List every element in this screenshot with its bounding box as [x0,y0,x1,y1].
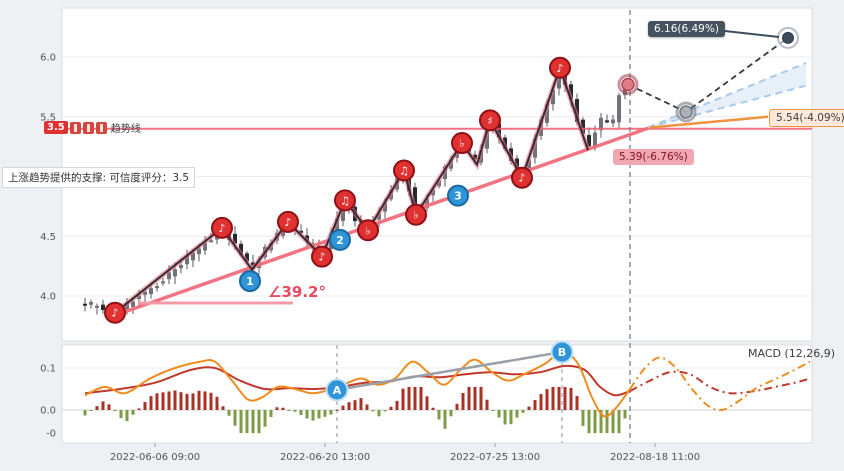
pivot-marker[interactable]: ♭ [405,203,427,226]
y-axis-tick: 4.5 [40,232,56,243]
svg-text:1: 1 [246,275,254,288]
pivot-marker[interactable]: ♫ [393,159,415,182]
macd-legend: MACD (12,26,9) [748,347,836,360]
pivot-marker[interactable]: ♪ [549,56,571,79]
y-axis-tick: 6.0 [40,53,56,64]
macd-y-tick: -0 [46,429,56,440]
svg-text:A: A [333,384,342,397]
mid-projection-line [649,115,769,129]
pivot-marker[interactable]: ♪ [211,216,233,239]
pivot-marker[interactable]: ♪ [104,301,126,324]
x-axis-label: 2022-06-20 13:00 [280,452,370,463]
projection-junction-point [675,101,697,123]
current-price-point [617,73,639,95]
pivot-marker[interactable]: ♯ [479,109,501,132]
wave-count-marker[interactable]: 3 [447,184,469,207]
y-axis-tick: 4.0 [40,292,56,303]
confidence-score-badge: 3.5 [44,121,68,134]
svg-text:2: 2 [336,234,344,247]
pivot-marker[interactable]: ♫ [334,189,356,212]
forecast-ray [647,84,807,129]
svg-text:♪: ♪ [284,216,291,229]
candle-pattern-icon [69,121,81,134]
svg-text:♫: ♫ [340,194,350,207]
macd-y-tick: 0.1 [40,364,56,375]
svg-text:♪: ♪ [518,172,525,185]
pivot-marker[interactable]: ♪ [277,210,299,233]
svg-text:♭: ♭ [365,224,370,237]
x-axis-label: 2022-07-25 13:00 [450,452,540,463]
uptrend-support-line [111,125,651,318]
macd-line-forecast [629,356,811,412]
wave-count-marker[interactable]: 2 [329,228,351,251]
forecast-ray [647,62,807,129]
macd-ab-marker[interactable]: A [325,378,349,402]
svg-text:♪: ♪ [218,222,225,235]
target-label-connector [715,29,780,38]
svg-text:♭: ♭ [413,209,418,222]
svg-text:♭: ♭ [459,137,464,150]
svg-text:3: 3 [454,190,462,203]
pivot-marker[interactable]: ♭ [357,219,379,242]
svg-text:B: B [558,346,566,359]
stop-price-label: 5.39(-6.76%) [613,149,694,165]
candle-pattern-icon [95,121,107,134]
trend-angle-label: ∠39.2° [268,283,326,301]
target-price-label: 6.16(6.49%) [648,21,725,37]
support-tooltip: 上涨趋势提供的支撑: 可信度评分：3.5 [2,167,196,188]
target-price-point [777,26,799,49]
support-line-label: 趋势线 [110,124,141,135]
candle-pattern-icon [82,121,94,134]
wave-count-marker[interactable]: 1 [239,270,261,293]
macd-y-tick: 0.0 [40,406,56,417]
svg-text:♯: ♯ [487,114,492,127]
pivot-marker[interactable]: ♪ [511,166,533,189]
x-axis-label: 2022-08-18 11:00 [610,452,700,463]
svg-text:♪: ♪ [556,62,563,75]
y-axis-tick: 5.5 [40,112,56,123]
svg-text:♪: ♪ [111,307,118,320]
ab-divergence-line [336,350,563,392]
svg-text:♪: ♪ [318,251,325,264]
macd-ab-marker[interactable]: B [550,340,574,364]
pivot-marker[interactable]: ♪ [311,245,333,268]
x-axis-label: 2022-06-06 09:00 [110,452,200,463]
mid-price-label: 5.54(-4.09%) [769,109,844,127]
macd-histogram [83,386,627,434]
macd-line-forecast [629,370,811,395]
support-score-row: 3.5 趋势线 [44,120,141,135]
svg-text:♫: ♫ [399,165,409,178]
pivot-marker[interactable]: ♭ [451,132,473,155]
